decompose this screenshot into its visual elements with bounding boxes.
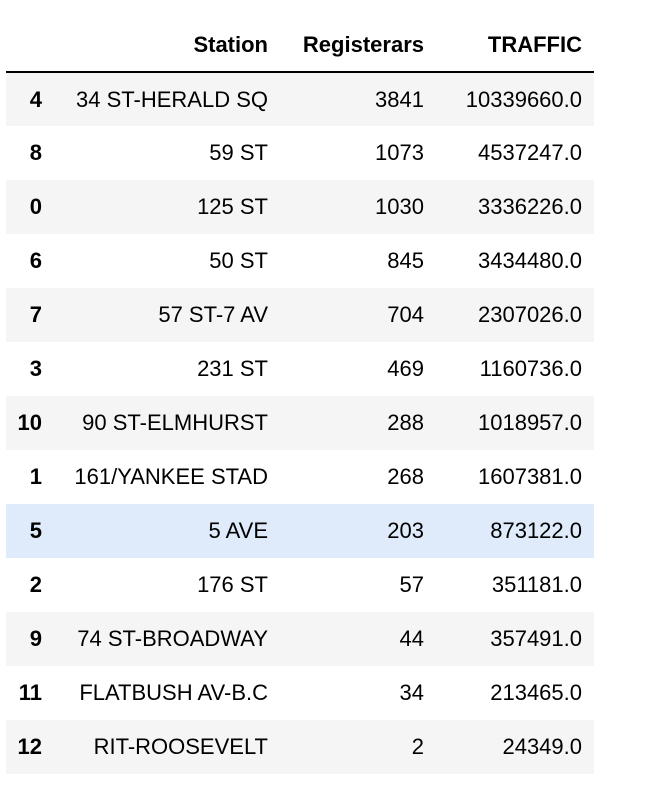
cell-traffic: 3336226.0 [478, 194, 582, 219]
cell-traffic: 351181.0 [491, 572, 582, 597]
row-index: 8 [29, 140, 42, 165]
cell-traffic: 357491.0 [490, 626, 582, 651]
row-index: 0 [29, 194, 42, 219]
row-index: 10 [17, 410, 42, 435]
cell-registerars: 2 [411, 734, 424, 759]
header-row: Station Registerars TRAFFIC [6, 19, 594, 73]
cell-registerars: 704 [387, 302, 424, 327]
column-header-station: Station [48, 19, 280, 73]
row-index: 1 [29, 464, 42, 489]
cell-registerars: 268 [387, 464, 424, 489]
cell-traffic: 4537247.0 [478, 140, 582, 165]
cell-registerars: 845 [387, 248, 424, 273]
cell-station: 34 ST-HERALD SQ [76, 86, 268, 112]
cell-traffic: 213465.0 [490, 680, 582, 705]
row-index: 9 [29, 626, 42, 651]
index-header [6, 19, 48, 73]
cell-traffic: 10339660.0 [465, 86, 582, 112]
row-index: 3 [29, 356, 42, 381]
dataframe-table: Station Registerars TRAFFIC 4 34 ST-HERAL… [6, 19, 594, 774]
table-row: 7 57 ST-7 AV 704 2307026.0 [6, 288, 594, 342]
cell-registerars: 34 [399, 680, 424, 705]
table-body: 4 34 ST-HERALD SQ 3841 10339660.0 8 59 ST 1073… [6, 72, 594, 774]
row-index: 11 [18, 680, 42, 705]
table-row: 12 RIT-ROOSEVELT 2 24349.0 [6, 720, 594, 774]
cell-registerars: 57 [399, 572, 424, 597]
cell-registerars: 203 [387, 518, 424, 543]
cell-registerars: 3841 [375, 86, 424, 112]
table-row: 0 125 ST 1030 3336226.0 [6, 180, 594, 234]
row-index: 2 [29, 572, 42, 597]
table-row: 5 5 AVE 203 873122.0 [6, 504, 594, 558]
cell-registerars: 1030 [375, 194, 424, 219]
table-row: 8 59 ST 1073 4537247.0 [6, 126, 594, 180]
row-index: 6 [29, 248, 42, 273]
table-row: 3 231 ST 469 1160736.0 [6, 342, 594, 396]
table-row: 2 176 ST 57 351181.0 [6, 558, 594, 612]
cell-traffic: 1160736.0 [479, 356, 582, 381]
cell-station: 90 ST-ELMHURST [82, 410, 268, 435]
column-header-registerars: Registerars [280, 19, 436, 73]
cell-station: 5 AVE [208, 518, 268, 543]
cell-station: RIT-ROOSEVELT [93, 734, 268, 759]
row-index: 12 [17, 734, 42, 759]
table-row: 4 34 ST-HERALD SQ 3841 10339660.0 [6, 72, 594, 126]
table-row: 1 161/YANKEE STAD 268 1607381.0 [6, 450, 594, 504]
cell-station: 74 ST-BROADWAY [77, 626, 268, 651]
table-row: 9 74 ST-BROADWAY 44 357491.0 [6, 612, 594, 666]
cell-traffic: 1018957.0 [478, 410, 582, 435]
cell-station: 161/YANKEE STAD [74, 464, 268, 489]
row-index: 4 [29, 86, 42, 112]
column-header-traffic: TRAFFIC [436, 19, 594, 73]
cell-station: 231 ST [197, 356, 268, 381]
cell-registerars: 44 [399, 626, 424, 651]
cell-registerars: 469 [387, 356, 424, 381]
cell-station: 59 ST [209, 140, 268, 165]
cell-station: 176 ST [197, 572, 268, 597]
cell-traffic: 873122.0 [490, 518, 582, 543]
row-index: 5 [29, 518, 42, 543]
table-row: 10 90 ST-ELMHURST 288 1018957.0 [6, 396, 594, 450]
cell-traffic: 1607381.0 [478, 464, 582, 489]
cell-registerars: 288 [387, 410, 424, 435]
cell-station: 125 ST [197, 194, 268, 219]
table-row: 11 FLATBUSH AV-B.C 34 213465.0 [6, 666, 594, 720]
row-index: 7 [29, 302, 42, 327]
cell-station: 57 ST-7 AV [158, 302, 268, 327]
cell-station: 50 ST [209, 248, 268, 273]
cell-traffic: 3434480.0 [478, 248, 582, 273]
cell-traffic: 2307026.0 [478, 302, 582, 327]
cell-station: FLATBUSH AV-B.C [79, 680, 268, 705]
dataframe-output: Station Registerars TRAFFIC 4 34 ST-HERAL… [6, 19, 594, 774]
table-row: 6 50 ST 845 3434480.0 [6, 234, 594, 288]
cell-registerars: 1073 [375, 140, 424, 165]
cell-traffic: 24349.0 [502, 734, 582, 759]
